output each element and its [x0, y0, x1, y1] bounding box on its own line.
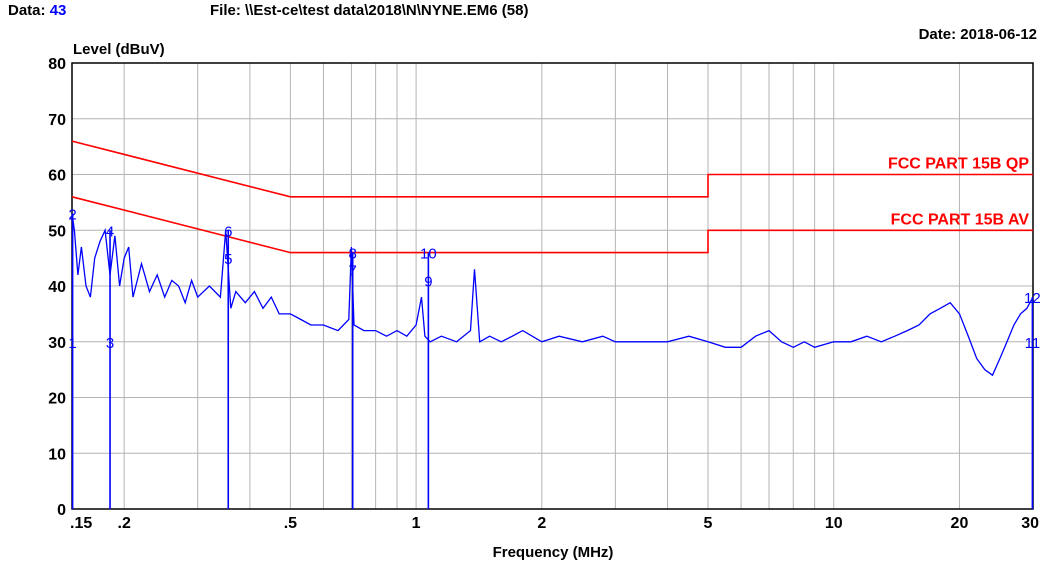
marker-label: 2: [68, 207, 76, 224]
limit-label: FCC PART 15B AV: [891, 211, 1030, 228]
date-text: Date: 2018-06-12: [918, 26, 1037, 43]
x-tick-label: .2: [118, 515, 131, 532]
y-tick-label: 50: [48, 223, 66, 240]
marker-label: 9: [424, 273, 432, 290]
x-tick-label: .15: [70, 515, 92, 532]
y-tick-label: 80: [48, 56, 66, 73]
file-path-text: File: \\Est-ce\test data\2018\N\NYNE.EM6…: [210, 2, 529, 19]
limit-label: FCC PART 15B QP: [888, 156, 1029, 173]
markers: 2 1 4 3 6 5 87 10 9 12 11: [68, 207, 1041, 509]
y-tick-label: 40: [48, 279, 66, 296]
marker-label: 8: [349, 246, 357, 263]
limit-lines: FCC PART 15B QP FCC PART 15B AV: [71, 140, 1033, 254]
y-tick-label: 70: [48, 112, 66, 129]
x-tick-label: 20: [951, 515, 969, 532]
y-tick-label: 10: [48, 446, 66, 463]
y-tick-label: 20: [48, 391, 66, 408]
x-tick-label: 10: [825, 515, 843, 532]
marker-label: 12: [1024, 290, 1041, 307]
marker-label: 10: [420, 246, 437, 263]
marker-label: 6: [224, 223, 232, 240]
y-tick-label: 0: [57, 502, 66, 519]
data-value: 43: [49, 2, 67, 19]
y-tick-label: 60: [48, 168, 66, 185]
marker-label: 7: [349, 262, 357, 279]
marker-label: 5: [224, 251, 232, 268]
limit-line: [71, 140, 1033, 198]
x-axis-label: Frequency (MHz): [493, 544, 614, 561]
marker-label: 11: [1025, 335, 1041, 352]
marker-label: 4: [106, 223, 114, 240]
data-label: Data:: [8, 2, 46, 19]
x-tick-label: 5: [704, 515, 713, 532]
x-tick-label: 2: [537, 515, 546, 532]
x-tick-label: 1: [412, 515, 421, 532]
x-tick-label: .5: [284, 515, 297, 532]
y-tick-label: 30: [48, 335, 66, 352]
measurement-trace: [71, 213, 1034, 377]
limit-line: [71, 196, 1033, 254]
y-axis-label: Level (dBuV): [73, 41, 165, 58]
x-tick-label: 30: [1021, 515, 1039, 532]
grid: [71, 62, 1034, 510]
trace-line: [71, 213, 1034, 377]
marker-label: 3: [106, 335, 114, 352]
marker-label: 1: [68, 335, 76, 352]
data-field: Data: 43: [8, 2, 66, 19]
